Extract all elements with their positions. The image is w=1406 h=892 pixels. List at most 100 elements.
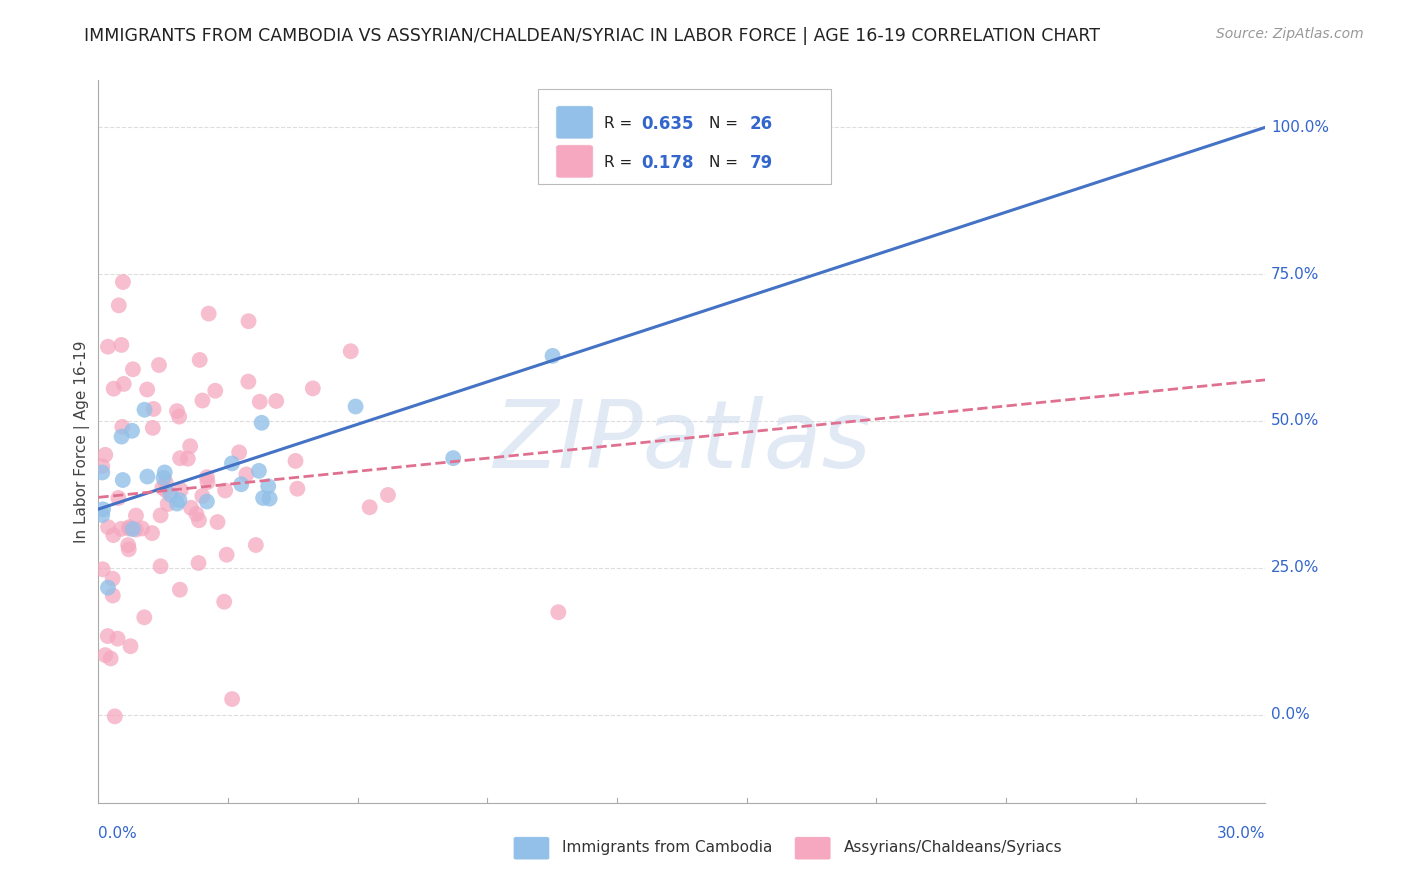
Text: 79: 79: [749, 153, 773, 172]
Point: [166, 497, 188, 511]
Point: [91, 562, 114, 576]
Point: [252, 491, 274, 505]
Point: [169, 493, 191, 508]
Point: [359, 500, 381, 515]
Text: 0.635: 0.635: [641, 115, 693, 133]
Point: [259, 491, 281, 506]
Point: [94, 648, 117, 662]
Text: 0.0%: 0.0%: [1271, 707, 1310, 723]
Point: [91, 502, 114, 516]
Point: [118, 520, 141, 534]
Point: [91, 466, 114, 480]
Point: [264, 394, 287, 409]
Text: IMMIGRANTS FROM CAMBODIA VS ASSYRIAN/CHALDEAN/SYRIAC IN LABOR FORCE | AGE 16-19 : IMMIGRANTS FROM CAMBODIA VS ASSYRIAN/CHA…: [84, 27, 1101, 45]
Text: 30.0%: 30.0%: [1218, 826, 1265, 841]
Point: [238, 375, 260, 389]
Point: [148, 358, 170, 372]
Point: [155, 475, 177, 490]
Point: [238, 314, 260, 328]
Point: [107, 491, 129, 505]
Point: [131, 521, 153, 535]
Point: [112, 376, 135, 391]
Text: 100.0%: 100.0%: [1271, 120, 1329, 135]
Point: [103, 382, 125, 396]
Point: [191, 489, 214, 503]
Text: N =: N =: [709, 116, 742, 131]
Point: [441, 451, 464, 466]
Text: Assyrians/Chaldeans/Syriacs: Assyrians/Chaldeans/Syriacs: [844, 840, 1062, 855]
Point: [97, 629, 120, 643]
Point: [91, 508, 114, 522]
Point: [136, 469, 159, 483]
Point: [122, 362, 145, 376]
Point: [221, 456, 243, 470]
Point: [152, 471, 174, 485]
Point: [101, 589, 124, 603]
Point: [245, 538, 267, 552]
Text: 25.0%: 25.0%: [1271, 560, 1320, 575]
Point: [228, 445, 250, 459]
Point: [257, 479, 280, 493]
Point: [153, 466, 176, 480]
Point: [111, 275, 134, 289]
Point: [284, 454, 307, 468]
Y-axis label: In Labor Force | Age 16-19: In Labor Force | Age 16-19: [75, 340, 90, 543]
Point: [166, 404, 188, 418]
Point: [301, 381, 323, 395]
Point: [134, 402, 156, 417]
Point: [212, 595, 235, 609]
Point: [187, 556, 209, 570]
Point: [235, 467, 257, 482]
Point: [169, 582, 191, 597]
Point: [207, 515, 229, 529]
Point: [107, 632, 129, 646]
Point: [197, 475, 219, 489]
Point: [197, 307, 219, 321]
Point: [167, 409, 190, 424]
Point: [285, 482, 308, 496]
Point: [247, 464, 270, 478]
Point: [100, 651, 122, 665]
FancyBboxPatch shape: [538, 89, 831, 184]
Point: [231, 477, 253, 491]
Point: [118, 522, 141, 536]
Point: [377, 488, 399, 502]
FancyBboxPatch shape: [555, 106, 593, 139]
Point: [117, 538, 139, 552]
Point: [177, 451, 200, 466]
Point: [120, 639, 142, 653]
Point: [214, 483, 236, 498]
Point: [125, 508, 148, 523]
Point: [125, 523, 148, 537]
Text: 75.0%: 75.0%: [1271, 267, 1320, 282]
Point: [97, 581, 120, 595]
Point: [141, 526, 163, 541]
Text: 0.0%: 0.0%: [98, 826, 138, 841]
Point: [250, 416, 273, 430]
Point: [170, 483, 193, 497]
Point: [195, 470, 218, 484]
Point: [186, 507, 208, 521]
Text: Source: ZipAtlas.com: Source: ZipAtlas.com: [1216, 27, 1364, 41]
Point: [215, 548, 238, 562]
Point: [149, 559, 172, 574]
Point: [110, 522, 132, 536]
Point: [110, 429, 132, 443]
Point: [134, 610, 156, 624]
Point: [155, 483, 177, 498]
Point: [101, 572, 124, 586]
Point: [118, 542, 141, 557]
Point: [121, 522, 143, 536]
Text: 26: 26: [749, 115, 773, 133]
Point: [97, 520, 120, 534]
Point: [195, 494, 218, 508]
Point: [111, 473, 134, 487]
Point: [94, 448, 117, 462]
Point: [179, 439, 201, 453]
Point: [180, 500, 202, 515]
Point: [152, 481, 174, 495]
Point: [191, 393, 214, 408]
Text: N =: N =: [709, 155, 742, 170]
Point: [541, 349, 564, 363]
Point: [110, 338, 132, 352]
